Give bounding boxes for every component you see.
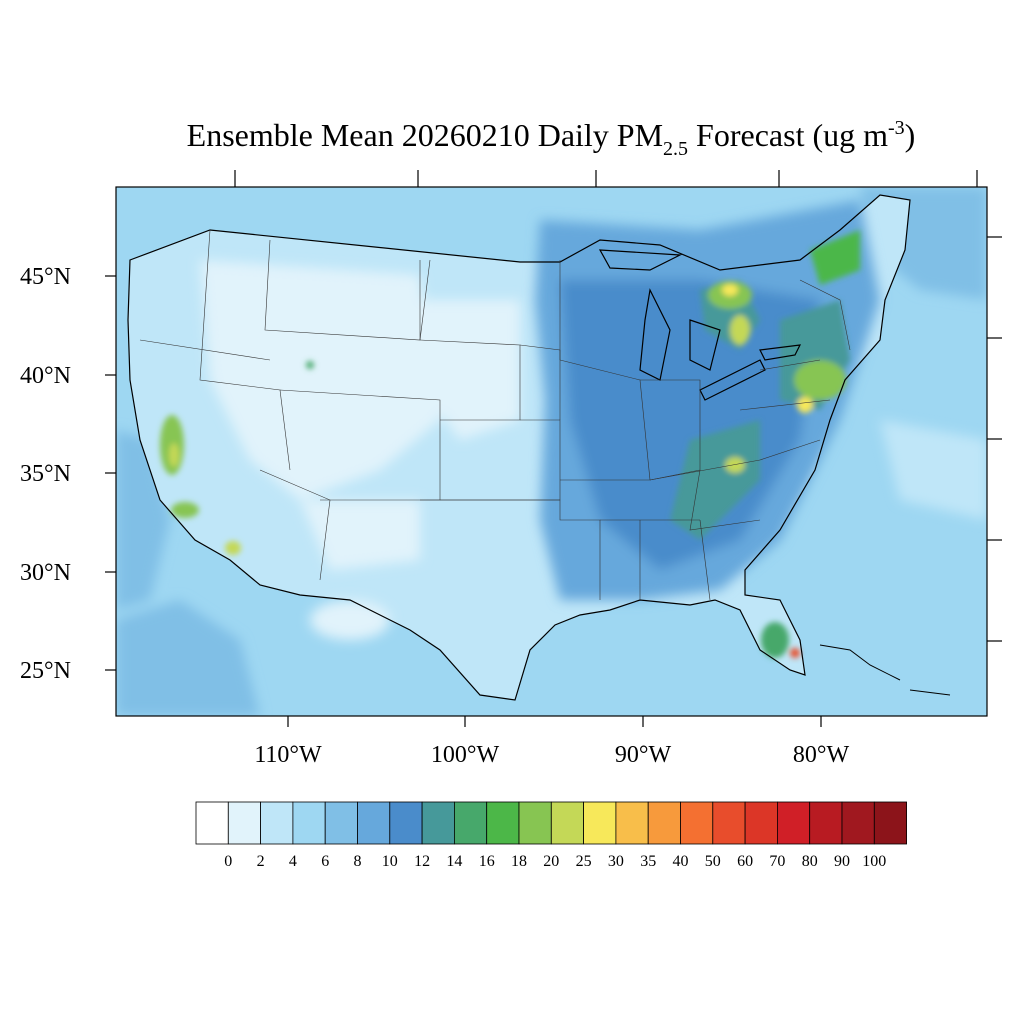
lat-label: 35°N	[20, 461, 71, 487]
colorbar-swatch	[260, 801, 294, 845]
colorbar-label: 14	[446, 853, 462, 870]
map-title: Ensemble Mean 20260210 Daily PM2.5 Forec…	[187, 117, 916, 160]
colorbar-swatch	[841, 801, 875, 845]
colorbar-swatch	[292, 801, 326, 845]
lon-label: 80°W	[793, 742, 850, 768]
colorbar-swatch	[195, 801, 229, 845]
colorbar-swatch	[583, 801, 617, 845]
colorbar-swatch	[421, 801, 455, 845]
lat-label: 45°N	[20, 264, 71, 290]
colorbar-label: 25	[576, 853, 592, 870]
colorbar-swatch	[712, 801, 746, 845]
colorbar-swatch	[486, 801, 520, 845]
lat-label: 30°N	[20, 560, 71, 586]
caribbean-islands	[819, 644, 951, 696]
colorbar-swatch	[518, 801, 552, 845]
colorbar-label: 50	[705, 853, 721, 870]
colorbar-label: 70	[769, 853, 785, 870]
colorbar-label: 8	[354, 853, 362, 870]
colorbar-swatch	[550, 801, 584, 845]
colorbar-label: 35	[640, 853, 656, 870]
colorbar-label: 6	[321, 853, 329, 870]
colorbar-swatch	[389, 801, 423, 845]
colorbar-label: 10	[382, 853, 398, 870]
colorbar-swatch	[227, 801, 262, 845]
colorbar-swatch	[873, 801, 907, 845]
map-panel	[116, 187, 987, 716]
colorbar-label: 80	[802, 853, 818, 870]
clean-air-zones	[200, 260, 520, 640]
pollution-hotspots	[160, 230, 860, 658]
colorbar-label: 18	[511, 853, 527, 870]
colorbar-swatch	[744, 801, 778, 845]
lat-label: 40°N	[20, 363, 71, 389]
colorbar-label: 40	[673, 853, 689, 870]
longitude-labels: 110°W 100°W 90°W 80°W	[254, 742, 849, 768]
colorbar-labels: 0 2 4 6 8 10 12 14 16 18 20 25 30 35 40 50 60 70 80 90 100	[224, 853, 886, 870]
colorbar-swatch	[324, 801, 358, 845]
colorbar-label: 4	[289, 853, 297, 870]
colorbar-label: 12	[414, 853, 430, 870]
colorbar-label: 20	[543, 853, 559, 870]
colorbar-label: 16	[479, 853, 495, 870]
lon-label: 90°W	[615, 742, 672, 768]
colorbar-swatch	[357, 801, 391, 845]
colorbar-swatch	[680, 801, 714, 845]
state-borders	[139, 229, 851, 601]
map-frame	[115, 186, 988, 717]
colorbar-swatch	[647, 801, 681, 845]
colorbar-swatch	[615, 801, 649, 845]
colorbar-swatch	[809, 801, 843, 845]
eastern-moderate	[535, 200, 880, 600]
latitude-labels: 45°N 40°N 35°N 30°N 25°N	[20, 264, 71, 684]
colorbar-label: 2	[257, 853, 265, 870]
colorbar-label: 100	[862, 853, 886, 870]
colorbar-swatch	[777, 801, 811, 845]
colorbar-label: 60	[737, 853, 753, 870]
colorbar-swatch	[453, 801, 488, 845]
coastlines	[127, 194, 911, 701]
lon-label: 110°W	[254, 742, 322, 768]
colorbar-label: 30	[608, 853, 624, 870]
lat-label: 25°N	[20, 658, 71, 684]
axis-ticks	[105, 170, 1002, 727]
colorbar-label: 0	[224, 853, 232, 870]
lon-label: 100°W	[431, 742, 500, 768]
colorbar	[195, 801, 907, 845]
colorbar-label: 90	[834, 853, 850, 870]
